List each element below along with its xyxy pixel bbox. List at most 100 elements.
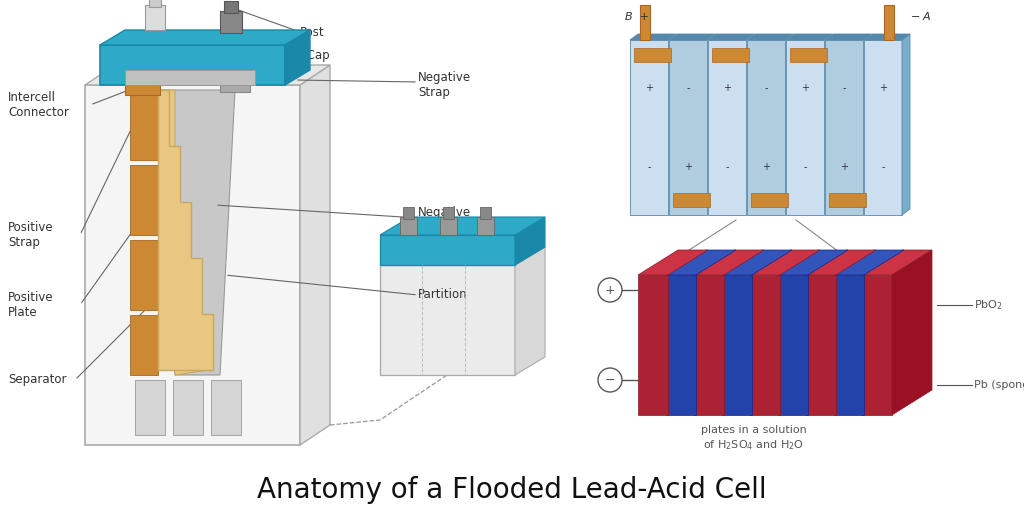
Bar: [712, 48, 749, 62]
Text: $-$ A: $-$ A: [910, 10, 932, 22]
Bar: [135, 380, 165, 435]
Bar: [380, 235, 515, 265]
Bar: [634, 48, 671, 62]
Text: Negative
Plate: Negative Plate: [418, 206, 471, 234]
Polygon shape: [834, 250, 904, 275]
Polygon shape: [666, 250, 736, 275]
Text: -: -: [803, 162, 807, 172]
Polygon shape: [100, 30, 310, 45]
Bar: [130, 90, 158, 160]
Polygon shape: [160, 90, 234, 375]
Text: Partition: Partition: [418, 289, 468, 302]
Bar: [400, 217, 417, 235]
Text: +: +: [801, 83, 809, 93]
Polygon shape: [825, 34, 871, 40]
Text: Intercell
Connector: Intercell Connector: [8, 91, 69, 119]
Text: plates in a solution: plates in a solution: [701, 425, 807, 435]
Polygon shape: [892, 250, 932, 415]
Polygon shape: [786, 34, 831, 40]
Text: +: +: [840, 162, 848, 172]
Polygon shape: [722, 275, 752, 415]
Polygon shape: [666, 275, 696, 415]
Bar: [150, 0, 161, 7]
Polygon shape: [746, 34, 793, 40]
Polygon shape: [515, 247, 545, 375]
Circle shape: [598, 278, 622, 302]
Bar: [125, 85, 160, 95]
Polygon shape: [100, 45, 285, 85]
Text: Separator: Separator: [8, 373, 67, 386]
Bar: [130, 165, 158, 235]
Polygon shape: [708, 34, 754, 40]
Text: +: +: [605, 283, 615, 296]
Polygon shape: [638, 250, 708, 275]
Polygon shape: [85, 65, 330, 85]
Text: Positive
Plate: Positive Plate: [8, 291, 53, 319]
Bar: [477, 217, 494, 235]
Bar: [173, 380, 203, 435]
Polygon shape: [864, 34, 910, 40]
Polygon shape: [864, 40, 902, 215]
Bar: [403, 207, 414, 219]
Polygon shape: [825, 40, 863, 215]
Text: of H$_2$SO$_4$ and H$_2$O: of H$_2$SO$_4$ and H$_2$O: [703, 438, 805, 452]
Text: -: -: [843, 83, 846, 93]
Text: −: −: [605, 373, 615, 386]
Polygon shape: [630, 34, 676, 40]
Polygon shape: [862, 250, 932, 275]
Polygon shape: [778, 275, 808, 415]
Text: +: +: [762, 162, 770, 172]
Polygon shape: [158, 90, 213, 370]
Polygon shape: [786, 40, 824, 215]
Text: -: -: [647, 162, 650, 172]
Polygon shape: [380, 247, 545, 265]
Bar: [443, 207, 454, 219]
Text: +: +: [684, 162, 692, 172]
Text: Fill Cap: Fill Cap: [287, 48, 330, 61]
Text: -: -: [764, 83, 768, 93]
Bar: [751, 193, 788, 207]
Polygon shape: [806, 250, 876, 275]
Bar: [211, 380, 241, 435]
Polygon shape: [806, 275, 836, 415]
Bar: [220, 80, 250, 92]
Polygon shape: [750, 250, 820, 275]
Polygon shape: [694, 250, 764, 275]
Bar: [130, 315, 158, 375]
Text: -: -: [882, 162, 885, 172]
Text: Anatomy of a Flooded Lead-Acid Cell: Anatomy of a Flooded Lead-Acid Cell: [257, 476, 767, 504]
Bar: [130, 240, 158, 310]
Bar: [125, 70, 255, 85]
Bar: [145, 5, 165, 30]
Bar: [884, 5, 894, 40]
Polygon shape: [722, 250, 792, 275]
Polygon shape: [669, 40, 707, 215]
Polygon shape: [834, 275, 864, 415]
Polygon shape: [862, 275, 892, 415]
Bar: [829, 193, 866, 207]
Text: +: +: [723, 83, 731, 93]
Bar: [790, 48, 827, 62]
Text: +: +: [879, 83, 887, 93]
Polygon shape: [750, 275, 780, 415]
Text: Positive
Strap: Positive Strap: [8, 221, 53, 249]
Polygon shape: [158, 90, 208, 375]
Polygon shape: [380, 217, 545, 235]
Bar: [640, 5, 650, 40]
Circle shape: [598, 368, 622, 392]
Polygon shape: [694, 275, 724, 415]
Polygon shape: [638, 275, 668, 415]
Polygon shape: [630, 40, 668, 215]
Text: B  +: B +: [625, 12, 649, 22]
Bar: [440, 217, 457, 235]
Polygon shape: [902, 34, 910, 215]
Bar: [224, 1, 238, 13]
Text: +: +: [645, 83, 653, 93]
Text: Post: Post: [300, 25, 325, 38]
Bar: [380, 265, 515, 375]
Polygon shape: [669, 34, 715, 40]
Text: Negative
Strap: Negative Strap: [418, 71, 471, 99]
Bar: [220, 11, 242, 33]
Polygon shape: [708, 40, 746, 215]
Text: -: -: [686, 83, 690, 93]
